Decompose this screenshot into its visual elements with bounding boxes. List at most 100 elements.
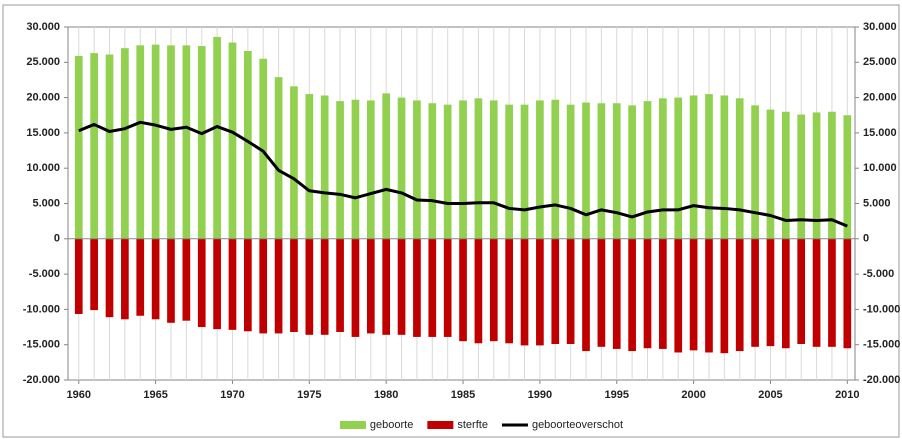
bar xyxy=(720,238,729,354)
line xyxy=(78,120,848,228)
bar xyxy=(428,103,437,239)
bar xyxy=(413,100,421,239)
bar xyxy=(320,95,329,239)
bar xyxy=(612,103,621,239)
bar xyxy=(751,105,759,239)
legend-label: geboorte xyxy=(370,419,413,431)
bar xyxy=(674,97,683,239)
y2-tick-label: -5.000 xyxy=(863,268,894,280)
bar xyxy=(382,238,391,335)
bar xyxy=(459,100,467,239)
x-tick-label: 1995 xyxy=(605,389,629,401)
bar xyxy=(828,238,836,347)
y-tick-label: 25.000 xyxy=(26,56,60,68)
bar xyxy=(812,112,821,239)
bar xyxy=(274,238,283,334)
bar xyxy=(551,238,560,344)
y-tick-label: 30.000 xyxy=(26,21,60,33)
bar xyxy=(659,238,667,349)
bar xyxy=(566,238,575,344)
y-tick-label: 0 xyxy=(54,233,60,245)
bar xyxy=(182,238,191,321)
x-tick-label: 2005 xyxy=(758,389,782,401)
bar xyxy=(151,44,160,239)
bar xyxy=(720,95,729,239)
bar xyxy=(305,238,314,335)
bar xyxy=(90,238,98,311)
bar xyxy=(259,238,268,334)
bar xyxy=(520,104,529,239)
legend-label: sterfte xyxy=(457,419,488,431)
bar xyxy=(843,115,852,239)
bar xyxy=(536,238,544,346)
x-tick-label: 2000 xyxy=(681,389,705,401)
bar xyxy=(781,238,790,349)
x-tick-label: 1970 xyxy=(220,389,244,401)
bar xyxy=(612,238,621,349)
bar xyxy=(597,238,606,347)
legend: geboorte sterfte geboorteoverschot xyxy=(339,419,623,431)
bar xyxy=(735,238,744,352)
bar xyxy=(597,103,606,239)
y2-tick-label: 15.000 xyxy=(863,127,897,139)
y2-tick-label: -15.000 xyxy=(863,339,900,351)
y-tick-label: -15.000 xyxy=(23,339,60,351)
bar xyxy=(797,238,806,344)
bar xyxy=(74,238,83,314)
y-tick-label: -10.000 xyxy=(23,303,60,315)
x-tick-label: 1960 xyxy=(67,389,91,401)
bar xyxy=(489,100,498,239)
bar xyxy=(274,77,283,239)
bar xyxy=(228,42,237,239)
y2-tick-label: -20.000 xyxy=(863,374,900,386)
bar xyxy=(797,114,806,239)
legend-symbol xyxy=(427,421,454,429)
y2-tick-label: 20.000 xyxy=(863,92,897,104)
bar xyxy=(397,238,406,335)
bar xyxy=(705,238,713,353)
bar xyxy=(259,58,268,239)
y-tick-label: 10.000 xyxy=(26,162,60,174)
bar xyxy=(121,48,129,239)
bar xyxy=(551,99,560,239)
bar xyxy=(182,45,191,239)
bar xyxy=(197,46,206,239)
bar xyxy=(474,238,483,344)
bar xyxy=(781,111,790,239)
bar xyxy=(136,45,145,239)
bar xyxy=(505,104,513,239)
x-tick-label: 1975 xyxy=(297,389,321,401)
bar xyxy=(305,94,314,239)
y-tick-label: 5.000 xyxy=(32,197,60,209)
bar xyxy=(582,102,590,239)
bar xyxy=(705,94,713,239)
bar xyxy=(489,238,498,342)
bar xyxy=(105,238,114,318)
bar xyxy=(290,238,298,332)
bar xyxy=(105,54,114,239)
bar xyxy=(735,98,744,239)
bar xyxy=(766,238,775,347)
bar xyxy=(336,101,344,239)
bar xyxy=(351,238,360,337)
y2-tick-label: 5.000 xyxy=(863,197,891,209)
x-tick-label: 2010 xyxy=(835,389,859,401)
bar xyxy=(828,111,836,239)
bar xyxy=(505,238,513,344)
bar xyxy=(136,238,145,316)
bar xyxy=(382,93,391,239)
bar xyxy=(643,101,652,239)
bar xyxy=(751,238,759,347)
bar xyxy=(397,97,406,239)
bar xyxy=(413,238,421,337)
bar xyxy=(628,238,636,352)
bar xyxy=(366,238,375,334)
bar xyxy=(366,100,375,239)
bar xyxy=(428,238,437,337)
y2-tick-label: 0 xyxy=(863,233,869,245)
bar xyxy=(290,86,298,239)
bar xyxy=(167,45,175,239)
bar xyxy=(90,53,98,239)
y-tick-label: -20.000 xyxy=(23,374,60,386)
